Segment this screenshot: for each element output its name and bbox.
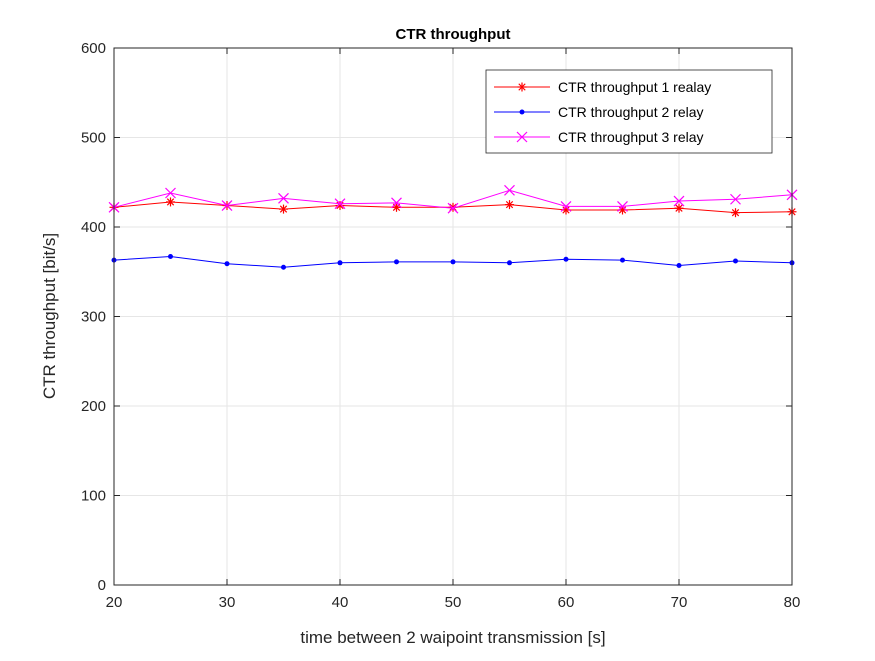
data-point <box>730 193 741 205</box>
data-point <box>278 192 289 204</box>
data-point <box>674 203 684 213</box>
x-tick-label: 30 <box>219 594 236 611</box>
data-point <box>504 184 515 196</box>
data-point <box>168 254 173 260</box>
legend-entry: CTR throughput 2 relay <box>558 104 704 120</box>
x-tick-label: 80 <box>784 594 801 611</box>
legend-marker <box>516 131 528 143</box>
y-tick-label: 300 <box>81 309 106 326</box>
series-3 <box>108 184 798 214</box>
y-tick-label: 0 <box>98 577 106 594</box>
data-point <box>394 259 399 265</box>
series-group <box>108 184 798 270</box>
data-point <box>620 257 625 263</box>
data-point <box>279 204 288 214</box>
y-tick-label: 400 <box>81 219 106 236</box>
ticks: 20 30 40 50 60 70 80 0 100 200 300 400 500 600 <box>81 40 800 611</box>
data-point <box>334 198 346 210</box>
x-tick-label: 20 <box>106 594 123 611</box>
legend-marker <box>519 109 525 115</box>
data-point <box>337 260 343 266</box>
x-tick-label: 60 <box>558 594 575 611</box>
data-point <box>505 200 514 210</box>
data-point <box>224 261 230 267</box>
legend: CTR throughput 1 realay CTR throughput 2 … <box>485 69 773 154</box>
data-point <box>560 200 572 212</box>
x-tick-label: 70 <box>671 594 688 611</box>
data-point <box>166 197 175 207</box>
data-point <box>391 197 402 209</box>
data-point <box>447 202 459 214</box>
y-tick-label: 600 <box>81 40 106 57</box>
legend-marker <box>517 82 527 92</box>
data-point <box>281 264 286 270</box>
y-tick-label: 200 <box>81 398 106 415</box>
data-point <box>673 195 685 207</box>
y-tick-label: 500 <box>81 130 106 147</box>
data-point <box>563 256 569 262</box>
data-point <box>676 262 682 268</box>
series-2 <box>111 254 795 270</box>
y-axis-label: CTR throughput [bit/s] <box>40 233 59 399</box>
y-tick-label: 100 <box>81 488 106 505</box>
x-tick-label: 40 <box>332 594 349 611</box>
data-point <box>733 258 738 264</box>
data-point <box>731 208 740 218</box>
x-axis-label: time between 2 waipoint transmission [s] <box>300 628 605 647</box>
legend-entry: CTR throughput 3 relay <box>558 129 704 145</box>
x-tick-label: 50 <box>445 594 462 611</box>
data-point <box>392 202 401 212</box>
data-point <box>165 187 176 199</box>
data-point <box>507 260 512 266</box>
legend-entry: CTR throughput 1 realay <box>558 79 711 95</box>
data-point <box>617 200 628 212</box>
data-point <box>221 200 233 211</box>
data-point <box>450 259 456 265</box>
chart-title: CTR throughput <box>396 26 511 43</box>
legend-box <box>485 69 773 154</box>
data-point <box>335 201 345 211</box>
